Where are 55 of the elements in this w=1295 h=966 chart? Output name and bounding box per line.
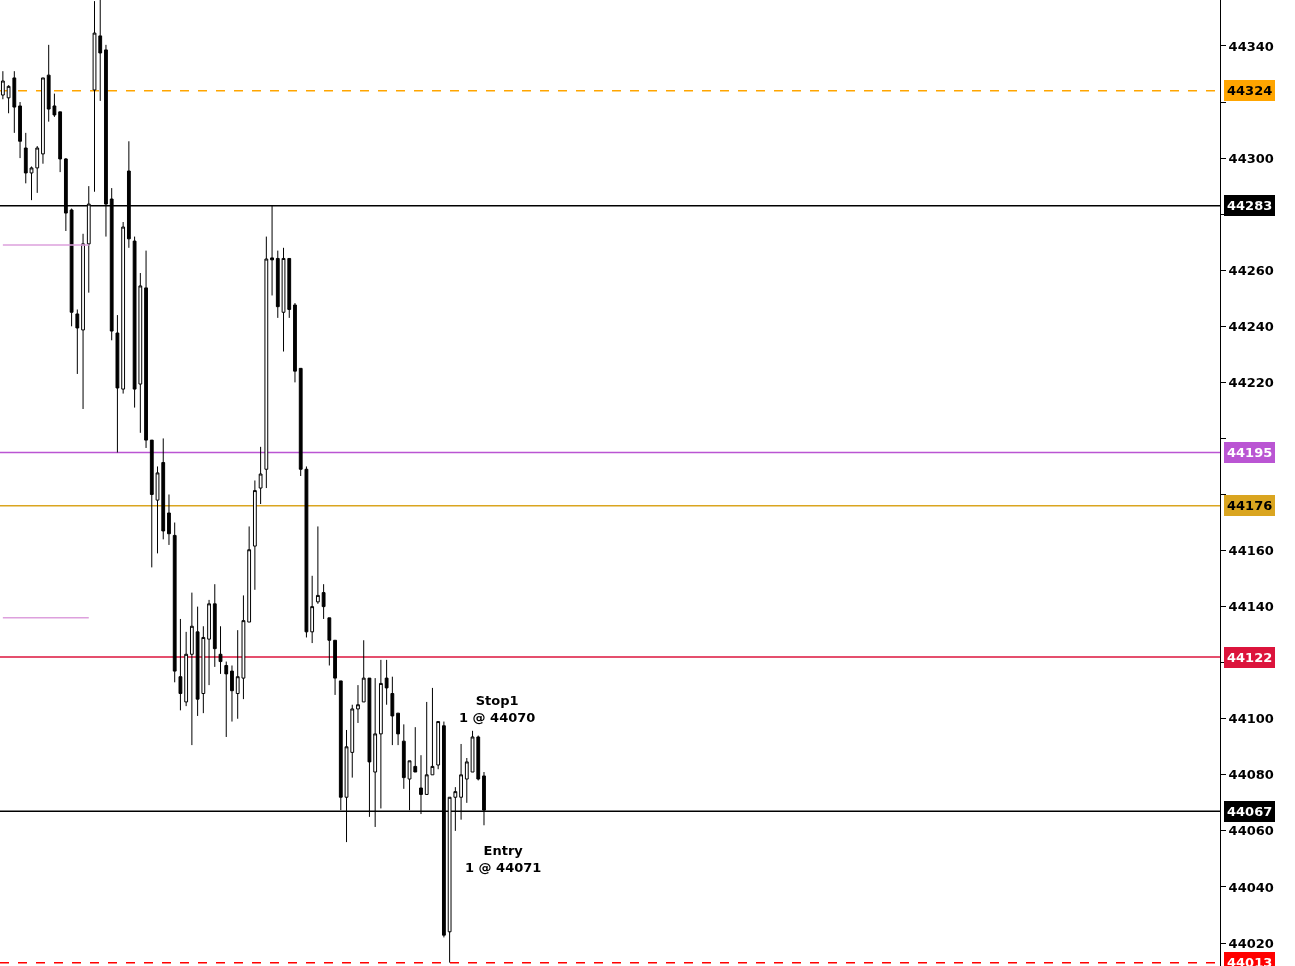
candlestick	[258, 446, 263, 505]
candlestick	[293, 302, 297, 383]
ref-line-label: 44283	[1227, 198, 1273, 213]
candlestick	[230, 664, 234, 723]
y-tick-label: 44300	[1228, 150, 1274, 166]
y-tick-label: 44340	[1228, 38, 1274, 54]
candlestick	[189, 592, 194, 746]
candlestick	[69, 208, 74, 327]
y-tick-label: 44160	[1228, 543, 1274, 559]
candlestick	[178, 618, 183, 711]
ref-line-label: 44067	[1227, 804, 1273, 819]
candlestick	[212, 583, 217, 668]
y-tick-label: 44260	[1228, 262, 1274, 278]
candlestick	[264, 236, 269, 489]
candlestick	[247, 525, 252, 623]
candlestick	[396, 712, 400, 746]
candlestick	[18, 101, 22, 159]
ref-line-label: 44195	[1227, 445, 1273, 460]
candlestick	[327, 617, 332, 666]
y-tick-label: 44060	[1228, 823, 1274, 839]
candlestick	[310, 575, 315, 644]
candlestick	[224, 661, 229, 738]
y-tick-label: 44140	[1228, 599, 1274, 615]
ref-line-label: 44324	[1227, 83, 1273, 98]
candlestick	[115, 314, 120, 453]
y-tick-label: 44040	[1228, 879, 1274, 895]
y-tick-label: 44240	[1228, 318, 1274, 334]
candlestick	[333, 639, 337, 696]
annotation: Entry 1 @ 44071	[465, 843, 542, 875]
y-tick-label: 44080	[1228, 767, 1274, 783]
candlestick	[144, 250, 148, 449]
candlestick	[252, 479, 257, 591]
candlestick	[121, 221, 126, 395]
candlestick	[436, 721, 441, 770]
candlestick	[75, 308, 80, 375]
candlestick	[167, 493, 171, 546]
candlestick	[172, 522, 177, 683]
y-tick-label: 44020	[1228, 935, 1274, 951]
candlestick	[184, 631, 189, 707]
y-tick-label: 44220	[1228, 374, 1274, 390]
ref-line-label: 44176	[1227, 498, 1273, 513]
candlestick	[378, 659, 383, 809]
candlestick	[58, 111, 63, 173]
annotation: Stop1 1 @ 44070	[459, 693, 536, 725]
candlestick	[384, 659, 389, 706]
candlestick	[207, 599, 211, 686]
y-tick-label: 44100	[1228, 711, 1274, 727]
ref-line-label: 44122	[1227, 650, 1273, 665]
candlestick	[81, 233, 85, 410]
candlestick	[356, 684, 360, 724]
candlestick	[218, 625, 223, 675]
candlestick	[321, 583, 326, 620]
candlestick	[315, 525, 320, 605]
candlestick	[41, 77, 45, 165]
candlestick	[390, 676, 395, 746]
